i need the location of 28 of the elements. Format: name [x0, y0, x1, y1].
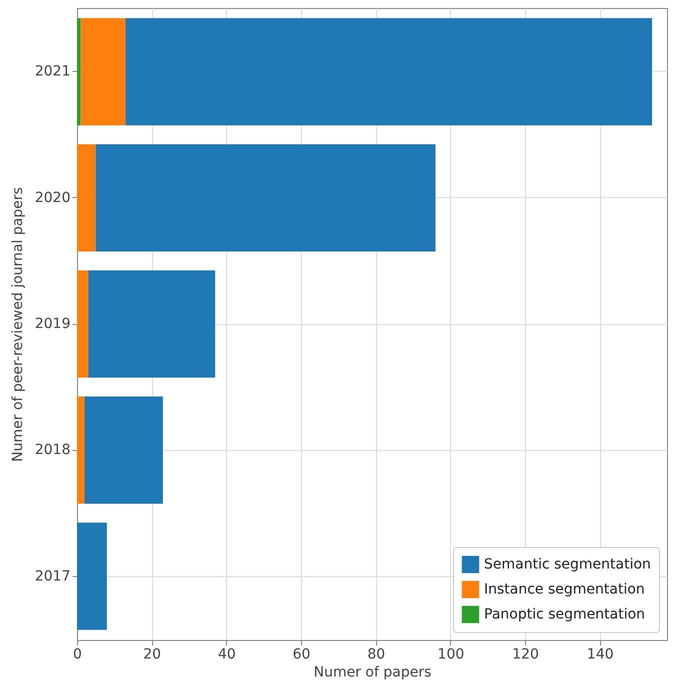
- bar: [80, 18, 126, 126]
- x-tick-label: 60: [292, 646, 310, 662]
- bar: [77, 270, 88, 378]
- bar: [77, 18, 81, 126]
- y-tick-label: 2019: [34, 316, 70, 332]
- bar: [126, 18, 652, 126]
- y-tick-label: 2017: [34, 568, 70, 584]
- x-tick-label: 80: [367, 646, 386, 662]
- x-axis-title: Numer of papers: [314, 664, 432, 680]
- y-tick-label: 2021: [34, 64, 70, 80]
- y-axis-title: Numer of peer-reviewed journal papers: [10, 187, 26, 462]
- x-tick-label: 40: [218, 646, 236, 662]
- bar: [96, 144, 436, 252]
- bar: [88, 270, 216, 378]
- y-tick-label: 2018: [34, 442, 70, 458]
- legend-label: Instance segmentation: [484, 582, 645, 598]
- x-tick-label: 100: [438, 646, 464, 662]
- bar: [77, 396, 84, 504]
- legend-label: Semantic segmentation: [484, 556, 651, 572]
- bar: [77, 144, 96, 252]
- x-tick-label: 0: [73, 646, 82, 662]
- legend-label: Panoptic segmentation: [484, 606, 646, 622]
- y-tick-label: 2020: [34, 190, 70, 206]
- x-tick-label: 140: [586, 646, 614, 662]
- bar: [84, 396, 163, 504]
- x-tick-label: 20: [143, 646, 162, 662]
- bar: [77, 522, 107, 630]
- x-tick-label: 120: [512, 646, 539, 662]
